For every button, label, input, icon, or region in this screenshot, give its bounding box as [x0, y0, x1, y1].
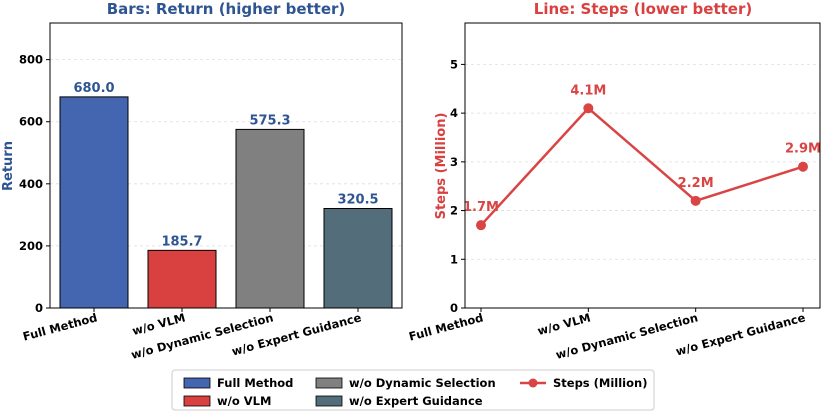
line-chart-title: Line: Steps (lower better) [534, 0, 752, 18]
bar-value-label-w-o-dynamic-selection: 575.3 [249, 113, 290, 128]
bar-w-o-vlm [147, 249, 217, 309]
line-steps-path [480, 106, 804, 227]
bar-ytick-label: 200 [19, 239, 43, 253]
line-chart-y-ticks: 0 1 2 3 4 5 [450, 57, 465, 315]
bar-chart-title: Bars: Return (higher better) [107, 0, 346, 18]
bar-chart-value-labels: 680.0 185.7 575.3 320.5 [73, 81, 378, 249]
line-ytick-label: 3 [450, 155, 458, 169]
legend-swatch-wo-dynamic [315, 377, 343, 389]
legend-swatch-full-method [183, 377, 211, 389]
line-ytick-label: 0 [450, 301, 458, 315]
line-ytick-label: 5 [450, 57, 458, 71]
bar-chart-bars [59, 96, 393, 309]
legend-swatch-steps-marker [528, 378, 538, 388]
bar-value-label-w-o-vlm: 185.7 [161, 234, 202, 249]
legend-label-wo-dynamic: w/o Dynamic Selection [349, 376, 496, 390]
line-point-full-method [476, 220, 486, 231]
line-point-w-o-dynamic-selection [690, 195, 701, 206]
bar-xtick-label-w-o-vlm: w/o VLM [131, 310, 187, 338]
legend-label-full-method: Full Method [217, 376, 293, 390]
bar-xtick-label-full-method: Full Method [21, 310, 98, 343]
bar-value-label-full-method: 680.0 [73, 81, 114, 96]
bar-w-o-dynamic-selection [235, 128, 305, 309]
line-value-label-full-method: 1.7M [463, 200, 499, 215]
line-chart-frame [464, 22, 821, 309]
bar-ytick-label: 600 [19, 115, 43, 129]
bar-chart-ylabel: Return [1, 141, 16, 191]
bar-value-label-w-o-expert-guidance: 320.5 [337, 192, 378, 207]
legend-label-steps: Steps (Million) [553, 376, 647, 390]
line-value-label-w-o-expert-guidance: 2.9M [785, 142, 821, 157]
legend-label-wo-vlm: w/o VLM [217, 394, 271, 408]
line-ytick-label: 2 [450, 204, 458, 218]
line-ytick-label: 1 [450, 252, 458, 266]
bar-ytick-label: 400 [19, 177, 43, 191]
line-chart-series [476, 103, 808, 231]
bar-chart-frame [49, 22, 403, 309]
line-ytick-label: 4 [450, 106, 458, 120]
bar-full-method [59, 96, 129, 309]
line-point-w-o-expert-guidance [798, 161, 808, 172]
bar-chart-y-ticks: 0 200 400 600 800 [19, 53, 50, 315]
bar-w-o-expert-guidance [323, 207, 393, 309]
line-xtick-label-w-o-vlm: w/o VLM [536, 310, 592, 338]
line-value-label-w-o-vlm: 4.1M [570, 83, 606, 98]
line-value-label-w-o-dynamic-selection: 2.2M [678, 176, 714, 191]
legend-swatch-wo-expert [315, 395, 343, 407]
line-chart-gridlines [465, 64, 820, 260]
bar-chart-gridlines [50, 59, 402, 247]
line-point-w-o-vlm [583, 103, 594, 114]
legend-swatch-wo-vlm [183, 395, 211, 407]
legend-label-wo-expert: w/o Expert Guidance [349, 394, 483, 408]
bar-ytick-label: 0 [35, 301, 43, 315]
bar-ytick-label: 800 [19, 53, 43, 67]
line-xtick-label-full-method: Full Method [407, 310, 484, 343]
line-chart-value-labels: 1.7M 4.1M 2.2M 2.9M [463, 83, 821, 215]
line-chart-ylabel: Steps (Million) [434, 113, 449, 220]
legend: Full Method w/o VLM w/o Dynamic Selectio… [171, 369, 655, 411]
